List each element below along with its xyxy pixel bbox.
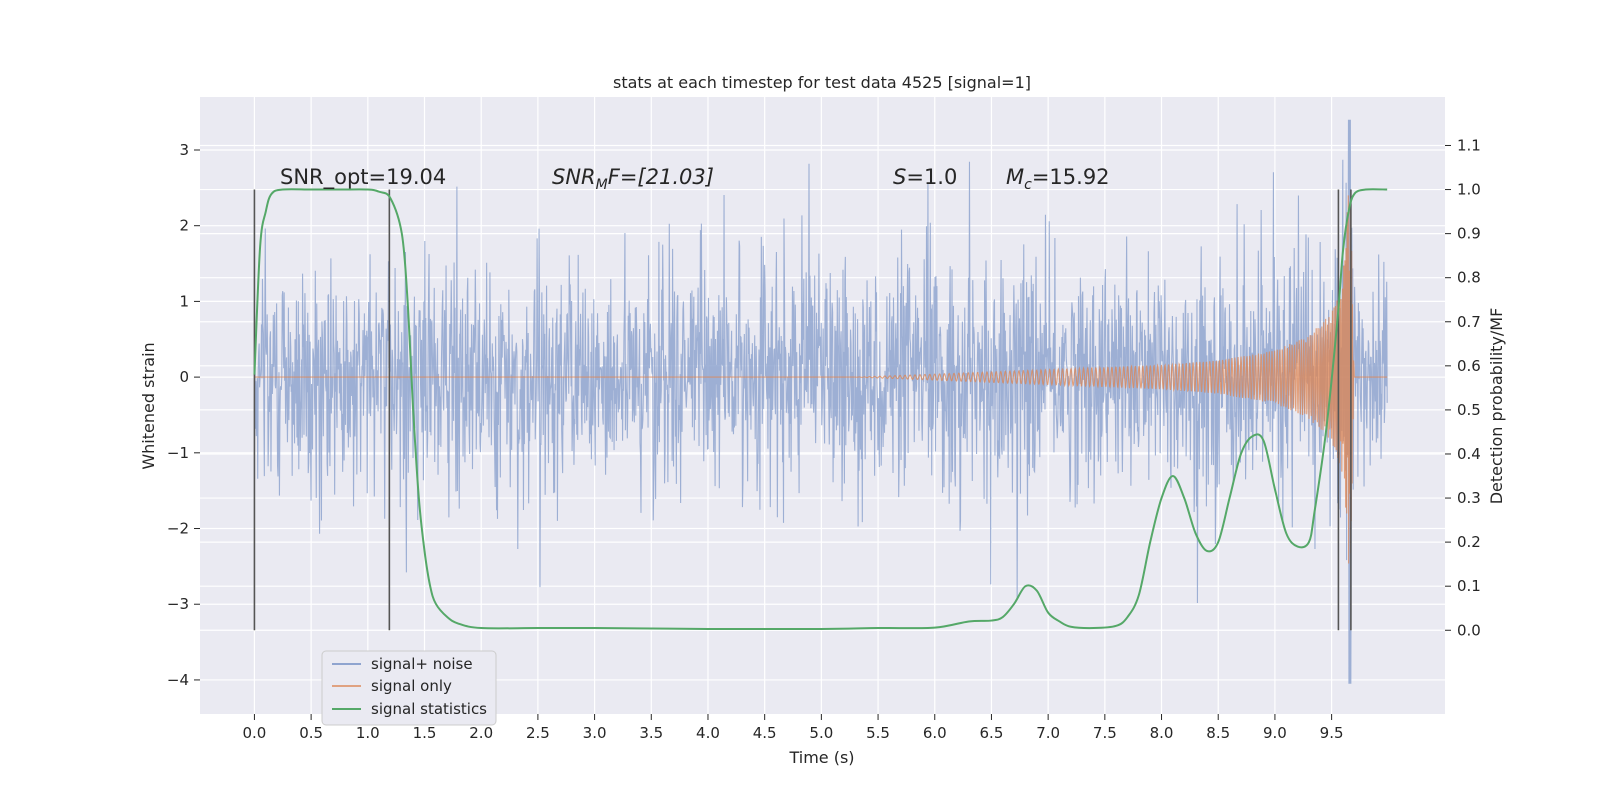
series-signal-statistics — [253, 188, 1388, 631]
y-tick-label: −4 — [167, 671, 189, 689]
x-tick-label: 0.0 — [242, 724, 266, 742]
y-tick-label: 3 — [179, 141, 189, 159]
legend-label-signal-statistics: signal statistics — [371, 700, 487, 718]
y2-tick-label: 0.2 — [1457, 533, 1481, 551]
series-signal-noise — [253, 119, 1388, 684]
y-tick-label: 2 — [179, 217, 189, 235]
x-tick-label: 6.0 — [923, 724, 947, 742]
snr-mf-sub: M — [596, 177, 608, 193]
x-tick-label: 8.0 — [1150, 724, 1174, 742]
chart-title: stats at each timestep for test data 452… — [613, 73, 1031, 92]
y-axis-label: Whitened strain — [139, 342, 158, 469]
x-tick-label: 7.0 — [1036, 724, 1060, 742]
y2-tick-label: 0.7 — [1457, 313, 1481, 331]
x-tick-label: 0.5 — [299, 724, 323, 742]
y2-tick-label: 0.0 — [1457, 621, 1481, 639]
legend-box — [321, 650, 497, 726]
y2-tick-label: 0.9 — [1457, 225, 1481, 243]
snr-mf-base: SNR — [552, 165, 596, 189]
y2-tick-label: 1.0 — [1457, 181, 1481, 199]
signal-statistics-line — [253, 188, 1388, 631]
y-tick-label: 1 — [179, 292, 189, 310]
y-tick-label: −1 — [167, 444, 189, 462]
x-tick-label: 4.5 — [753, 724, 777, 742]
y2-tick-label: 0.6 — [1457, 357, 1481, 375]
signal-only-line — [254, 195, 1388, 564]
x-tick-label: 3.0 — [583, 724, 607, 742]
x-axis-label: Time (s) — [788, 748, 854, 767]
y2-tick-label: 0.3 — [1457, 489, 1481, 507]
y-tick-label: −3 — [167, 595, 189, 613]
x-tick-label: 4.0 — [696, 724, 720, 742]
y2-tick-label: 0.4 — [1457, 445, 1481, 463]
x-tick-label: 9.5 — [1320, 724, 1344, 742]
legend: signal+ noise signal only signal statist… — [321, 650, 497, 726]
x-tick-label: 7.5 — [1093, 724, 1117, 742]
annotation-mc: Mc=15.92 — [1006, 165, 1110, 193]
y2-tick-label: 0.5 — [1457, 401, 1481, 419]
x-tick-label: 1.5 — [413, 724, 437, 742]
annotation-s: S=1.0 — [893, 165, 957, 189]
y2-tick-label: 1.1 — [1457, 136, 1481, 154]
annotation-snr-mf: SNRMF=[21.03] — [552, 165, 714, 193]
mc-sub: c — [1024, 177, 1032, 193]
s-label: S — [893, 165, 906, 189]
mc-value: =15.92 — [1032, 165, 1110, 189]
x-tick-label: 5.5 — [866, 724, 890, 742]
x-tick-label: 6.5 — [980, 724, 1004, 742]
series-signal-only — [254, 195, 1388, 564]
y-tick-label: 0 — [179, 368, 189, 386]
y2-tick-label: 0.8 — [1457, 269, 1481, 287]
x-tick-label: 5.0 — [809, 724, 833, 742]
signal-noise-line — [253, 119, 1388, 684]
x-tick-label: 3.5 — [639, 724, 663, 742]
y2-axis-label: Detection probability/MF — [1487, 308, 1506, 505]
x-tick-label: 8.5 — [1206, 724, 1230, 742]
legend-label-signal-noise: signal+ noise — [371, 655, 473, 673]
mc-base: M — [1006, 165, 1024, 189]
snr-mf-rest: F=[21.03] — [608, 165, 714, 189]
x-tick-label: 9.0 — [1263, 724, 1287, 742]
s-value: =1.0 — [906, 165, 957, 189]
y2-tick-label: 0.1 — [1457, 577, 1481, 595]
x-tick-label: 1.0 — [356, 724, 380, 742]
annotation-snr-opt: SNR_opt=19.04 — [280, 165, 446, 190]
tick-labels: 0.0 0.5 1.0 1.5 2.0 2.5 3.0 3.5 4.0 4.5 5.0 5.5 6.0 6… — [167, 136, 1481, 742]
x-tick-label: 2.0 — [469, 724, 493, 742]
vertical-markers — [253, 189, 1352, 631]
y-tick-label: −2 — [167, 520, 189, 538]
legend-label-signal-only: signal only — [371, 677, 452, 695]
x-tick-label: 2.5 — [526, 724, 550, 742]
